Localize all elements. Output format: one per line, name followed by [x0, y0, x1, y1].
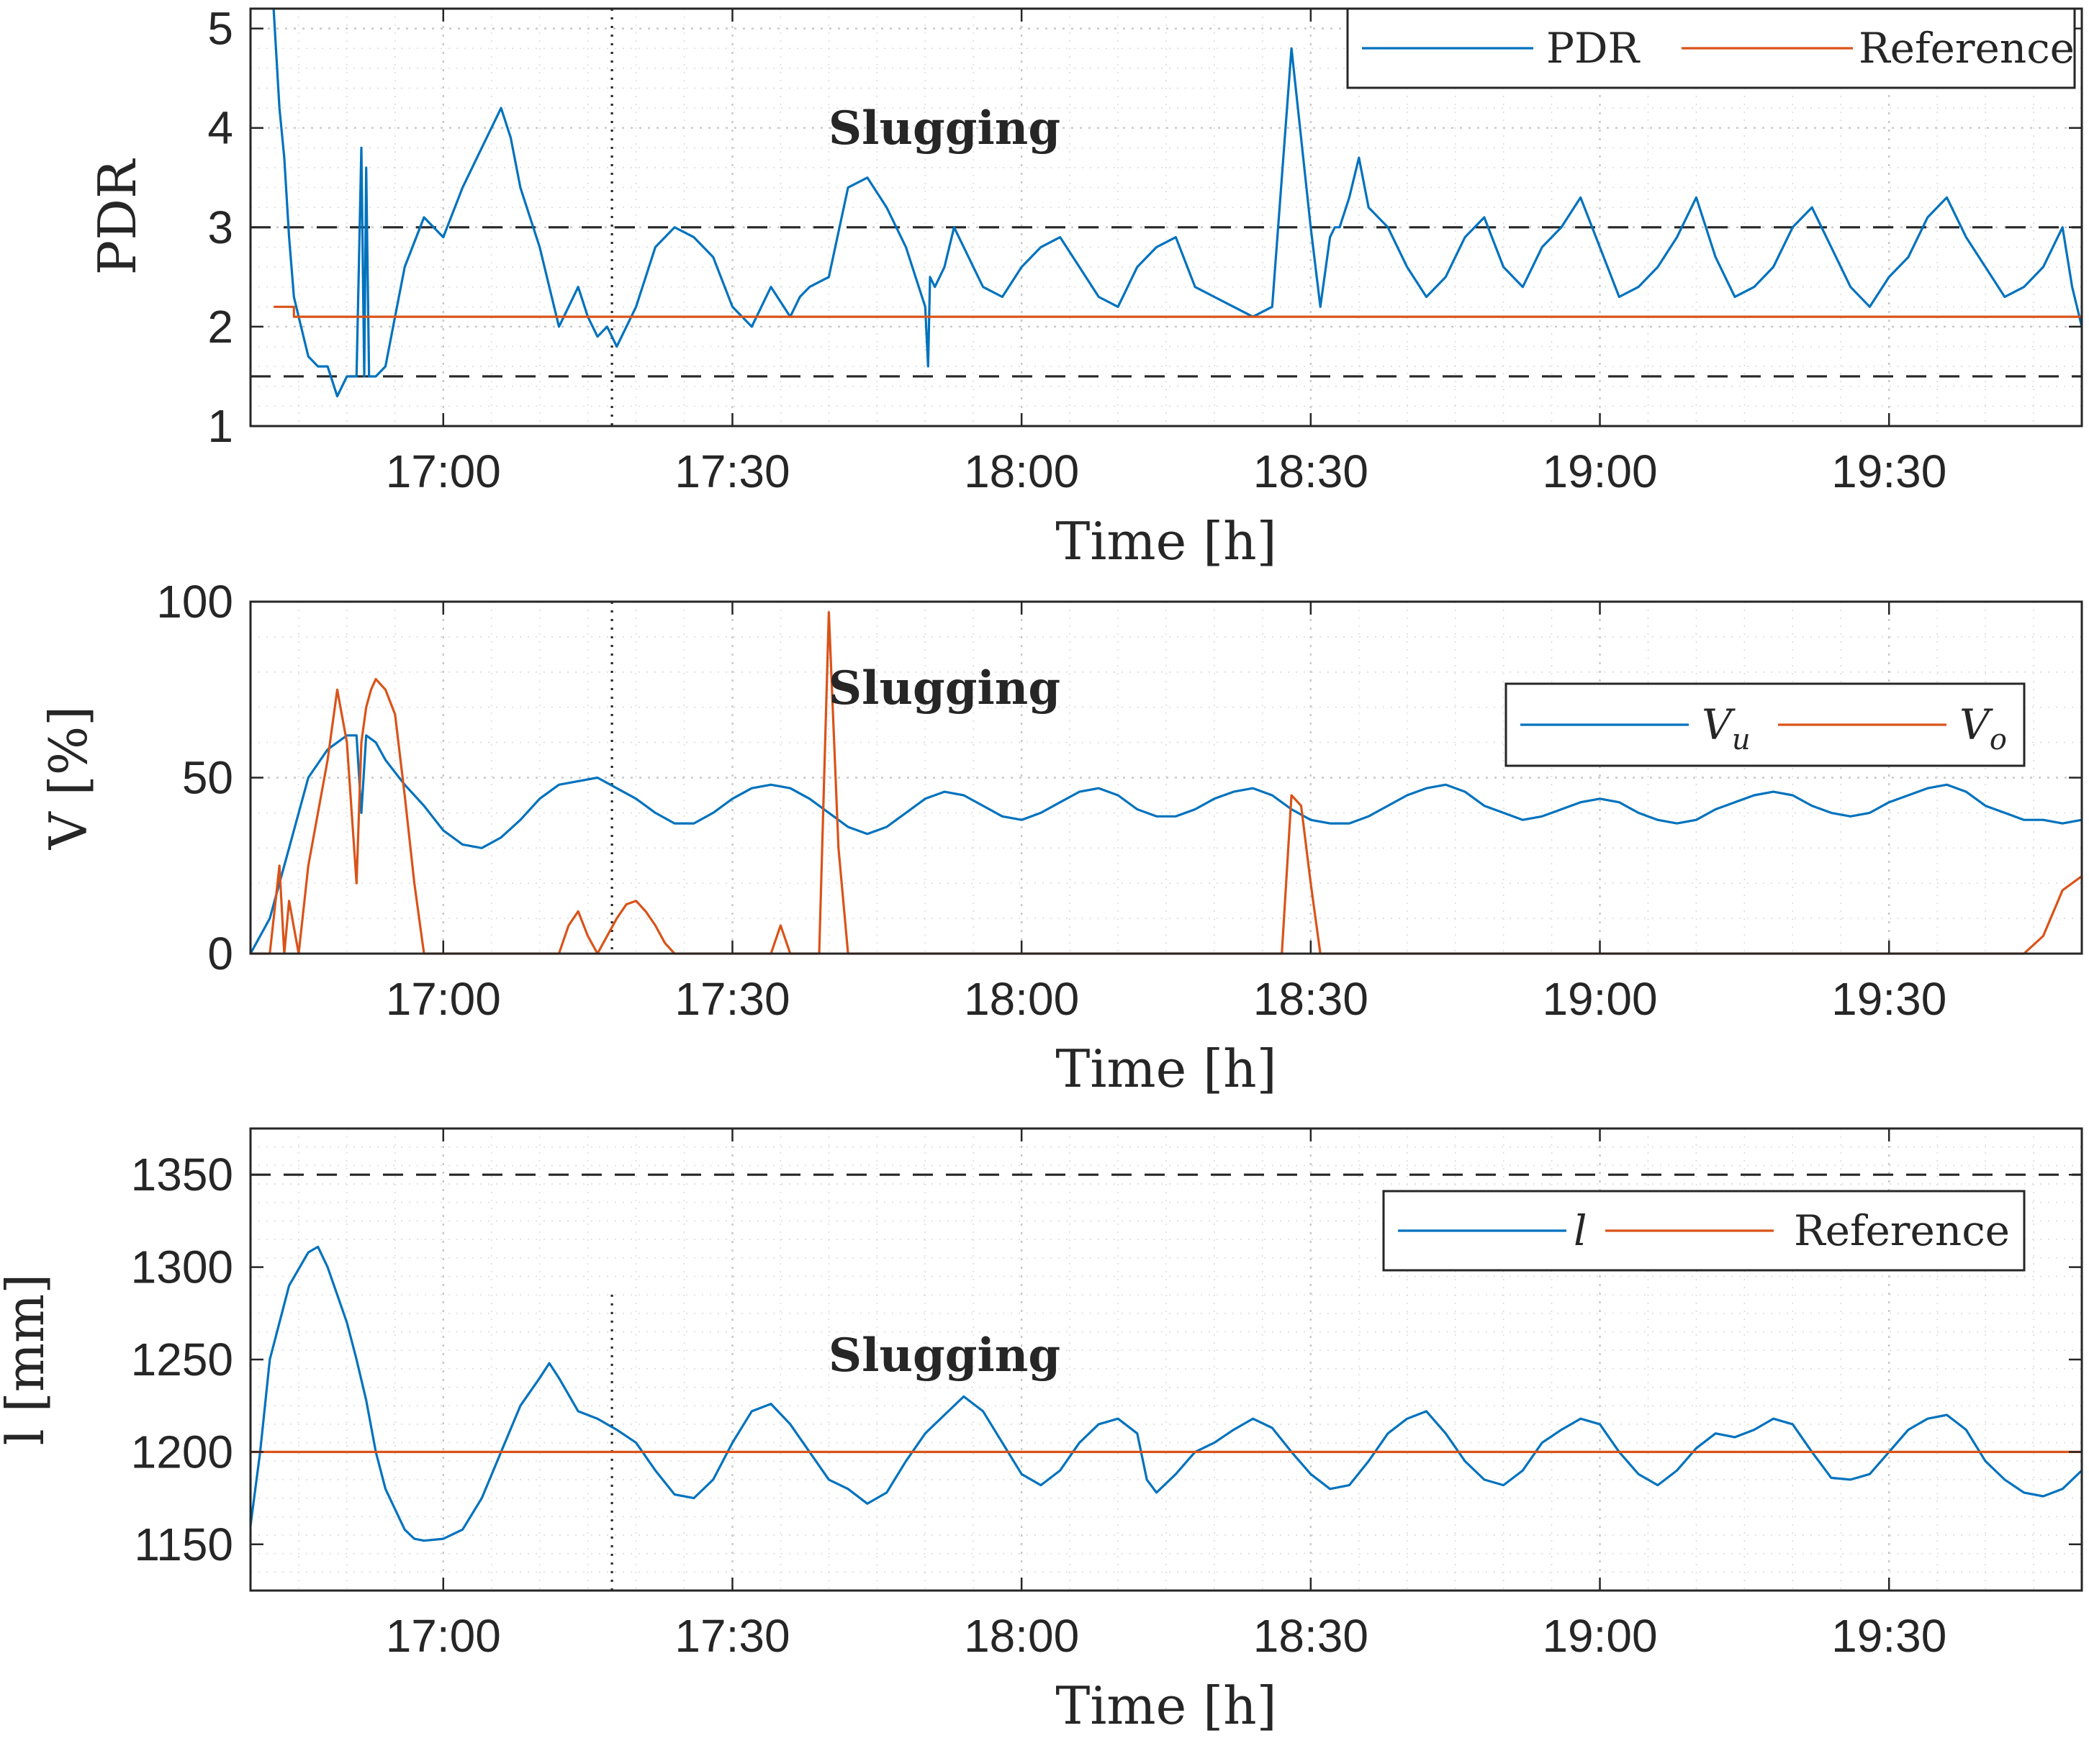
y-tick-label: 5 [207, 3, 233, 55]
x-tick-label: 19:00 [1542, 1610, 1657, 1662]
level-legend-label-l: l [1574, 1206, 1587, 1255]
x-tick-label: 18:00 [964, 973, 1079, 1025]
x-tick-label: 19:00 [1542, 445, 1657, 497]
x-tick-label: 17:30 [674, 1610, 790, 1662]
pdr-panel: 1 2 3 4 5 17:00 17:30 18:00 18:30 19:00 19:30 PDR… [87, 3, 2083, 571]
pdr-limit-lines [251, 226, 2082, 378]
valve-legend-label-vo: Vo [1959, 700, 2007, 756]
series-line-v-o [251, 611, 2083, 955]
x-tick-label: 19:30 [1831, 973, 1946, 1025]
y-tick-label: 1250 [131, 1334, 233, 1385]
pdr-x-axis-label: Time [h] [1055, 511, 1276, 571]
level-y-ticks: 1150 1200 1250 1300 1350 [131, 1149, 2082, 1570]
y-tick-label: 3 [207, 202, 233, 253]
level-x-axis-label: Time [h] [1055, 1675, 1276, 1736]
x-tick-label: 18:30 [1253, 1610, 1368, 1662]
pdr-x-ticks: 17:00 17:30 18:00 18:30 19:00 19:30 [386, 9, 1946, 497]
x-tick-label: 17:30 [674, 445, 790, 497]
valve-legend: Vu Vo [1504, 682, 2026, 767]
y-tick-label: 1 [207, 400, 233, 452]
pdr-y-axis-label: PDR [87, 158, 148, 275]
y-tick-label: 100 [156, 576, 233, 628]
valve-legend-vo-base: V [1959, 700, 1993, 749]
x-tick-label: 18:00 [964, 1610, 1079, 1662]
pdr-slugging-annotation: Slugging [829, 101, 1060, 155]
y-tick-label: 1150 [134, 1519, 233, 1570]
pdr-y-ticks: 1 2 3 4 5 [207, 3, 2082, 452]
pdr-legend: PDR Reference [1346, 7, 2076, 89]
x-tick-label: 18:30 [1253, 973, 1368, 1025]
valve-y-ticks: 0 50 100 [156, 576, 2082, 980]
y-tick-label: 1200 [131, 1426, 233, 1478]
valve-panel: 0 50 100 17:00 17:30 18:00 18:30 19:00 19:30 V … [38, 576, 2083, 1099]
y-tick-label: 50 [182, 752, 233, 804]
y-tick-label: 4 [207, 102, 233, 154]
x-tick-label: 17:00 [386, 973, 501, 1025]
valve-legend-vo-subscript: o [1990, 723, 2007, 756]
pdr-legend-label-reference: Reference [1859, 24, 2075, 73]
y-tick-label: 2 [207, 301, 233, 353]
valve-legend-label-vu: Vu [1702, 700, 1751, 756]
valve-legend-vu-base: V [1702, 700, 1736, 749]
valve-legend-vu-subscript: u [1732, 723, 1751, 756]
series-line-v-u [249, 734, 2083, 954]
valve-series [249, 611, 2083, 955]
level-y-axis-label: l [mm] [0, 1274, 55, 1446]
x-tick-label: 19:30 [1831, 1610, 1946, 1662]
pdr-series [272, 8, 2083, 398]
series-line-pdr [272, 8, 2083, 398]
x-tick-label: 17:30 [674, 973, 790, 1025]
level-panel: 1150 1200 1250 1300 1350 17:00 17:30 18:00 18:3… [0, 1127, 2083, 1736]
level-x-ticks: 17:00 17:30 18:00 18:30 19:00 19:30 [386, 1128, 1946, 1662]
valve-slugging-annotation: Slugging [829, 661, 1060, 715]
level-legend-label-reference: Reference [1794, 1206, 2010, 1255]
level-grid [251, 1128, 2082, 1591]
x-tick-label: 19:30 [1831, 445, 1946, 497]
y-tick-label: 1300 [131, 1241, 233, 1293]
pdr-legend-label-pdr: PDR [1546, 24, 1641, 73]
level-series [249, 1245, 2083, 1542]
valve-y-axis-label: V [%] [38, 706, 99, 850]
pdr-axes-frame [249, 7, 2083, 428]
x-tick-label: 17:00 [386, 445, 501, 497]
y-tick-label: 1350 [131, 1149, 233, 1200]
x-tick-label: 17:00 [386, 1610, 501, 1662]
x-tick-label: 18:30 [1253, 445, 1368, 497]
x-tick-label: 19:00 [1542, 973, 1657, 1025]
series-line-reference [274, 305, 2082, 318]
valve-x-ticks: 17:00 17:30 18:00 18:30 19:00 19:30 [386, 602, 1946, 1025]
valve-grid [251, 600, 2082, 955]
level-slugging-annotation: Slugging [829, 1329, 1060, 1383]
series-line-l [249, 1245, 2083, 1542]
x-tick-label: 18:00 [964, 445, 1079, 497]
level-legend: l Reference [1382, 1190, 2026, 1272]
y-tick-label: 0 [207, 928, 233, 980]
valve-x-axis-label: Time [h] [1055, 1039, 1276, 1099]
